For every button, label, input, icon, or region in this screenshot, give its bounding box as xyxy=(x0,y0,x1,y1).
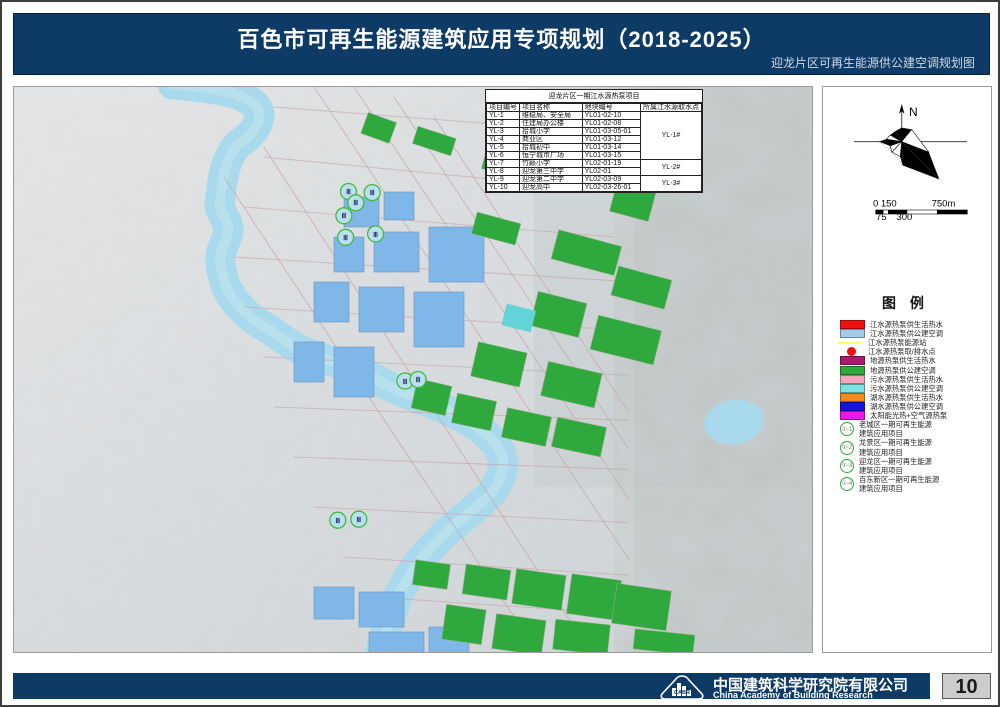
svg-text:Ⅲ: Ⅲ xyxy=(356,516,361,524)
svg-text:Ⅲ: Ⅲ xyxy=(373,231,378,239)
svg-text:China Academy of Building Rese: China Academy of Building Research xyxy=(713,690,873,699)
svg-text:Ⅲ: Ⅲ xyxy=(341,212,346,220)
svg-text:Ⅲ: Ⅲ xyxy=(335,517,340,525)
svg-text:150: 150 xyxy=(881,199,897,210)
svg-text:Ⅲ: Ⅲ xyxy=(403,378,408,386)
svg-text:CABR: CABR xyxy=(674,690,690,696)
svg-text:Ⅲ: Ⅲ xyxy=(416,376,421,384)
svg-text:Ⅲ: Ⅲ xyxy=(353,199,358,207)
svg-text:0: 0 xyxy=(873,199,878,210)
svg-text:Ⅲ: Ⅲ xyxy=(370,189,375,197)
svg-text:750m: 750m xyxy=(932,199,956,210)
svg-text:Ⅲ: Ⅲ xyxy=(343,234,348,242)
svg-text:N: N xyxy=(909,105,918,119)
svg-text:Ⅲ: Ⅲ xyxy=(346,188,351,196)
